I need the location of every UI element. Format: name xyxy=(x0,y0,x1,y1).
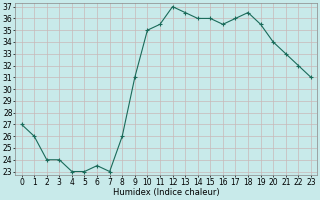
X-axis label: Humidex (Indice chaleur): Humidex (Indice chaleur) xyxy=(113,188,220,197)
